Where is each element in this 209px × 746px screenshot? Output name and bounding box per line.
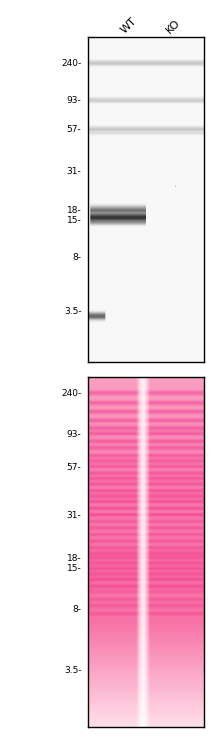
Text: KO: KO [164,17,182,35]
Text: 3.5-: 3.5- [64,666,82,675]
Text: 3.5-: 3.5- [64,307,82,316]
Text: 31-: 31- [67,511,82,520]
Text: 93-: 93- [67,96,82,105]
Text: 93-: 93- [67,430,82,439]
Text: 8-: 8- [73,253,82,262]
Text: WT: WT [119,16,139,35]
Text: 15-: 15- [67,216,82,225]
Text: 240-: 240- [61,389,82,398]
Text: 57-: 57- [67,463,82,471]
Text: 18-: 18- [67,207,82,216]
Text: 18-: 18- [67,554,82,562]
Text: 8-: 8- [73,605,82,614]
Text: 240-: 240- [61,60,82,69]
Text: 31-: 31- [67,167,82,177]
Text: 15-: 15- [67,565,82,574]
Text: 57-: 57- [67,125,82,134]
